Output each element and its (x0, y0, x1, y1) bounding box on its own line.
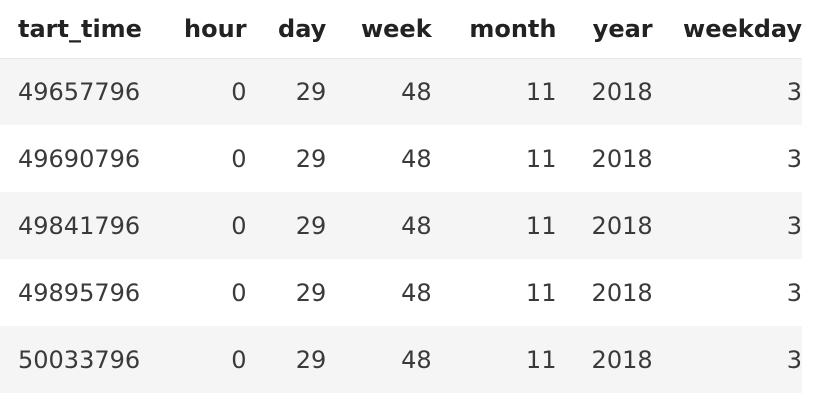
cell-weekday: 3 (786, 345, 802, 374)
table-row: 50033796 0 29 48 11 2018 3 (0, 326, 802, 393)
table-row: 49895796 0 29 48 11 2018 3 (0, 259, 802, 326)
column-header-week: week (326, 0, 432, 59)
header-row: tart_time hour day week month year weekd… (0, 0, 802, 59)
cell-week: 48 (401, 211, 432, 240)
cell-day: 29 (295, 278, 327, 307)
cell-start-time: 50033796 (18, 345, 141, 374)
cell-hour: 0 (231, 278, 247, 307)
cell-start-time: 49690796 (18, 144, 141, 173)
column-header-day: day (246, 0, 327, 59)
cell-week: 48 (401, 278, 432, 307)
table-row: 49690796 0 29 48 11 2018 3 (0, 125, 802, 192)
cell-month: 11 (525, 278, 557, 307)
column-header-weekday: weekday (652, 0, 802, 59)
cell-start-time: 49895796 (18, 278, 141, 307)
column-header-hour: hour (148, 0, 247, 59)
cell-year: 2018 (591, 211, 653, 240)
cell-day: 29 (295, 345, 327, 374)
dataframe-table-container: tart_time hour day week month year weekd… (0, 0, 802, 393)
cell-day: 29 (295, 211, 327, 240)
cell-weekday: 3 (786, 278, 802, 307)
cell-month: 11 (525, 211, 557, 240)
cell-year: 2018 (591, 144, 653, 173)
column-header-month: month (431, 0, 557, 59)
cell-start-time: 49841796 (18, 211, 141, 240)
cell-hour: 0 (231, 144, 247, 173)
cell-week: 48 (401, 345, 432, 374)
cell-start-time: 49657796 (18, 77, 141, 106)
dataframe-table: tart_time hour day week month year weekd… (0, 0, 802, 393)
cell-month: 11 (525, 345, 557, 374)
table-header: tart_time hour day week month year weekd… (0, 0, 802, 59)
column-header-year: year (556, 0, 653, 59)
cell-weekday: 3 (786, 144, 802, 173)
column-header-start-time: tart_time (0, 0, 149, 59)
cell-day: 29 (295, 77, 327, 106)
cell-week: 48 (401, 77, 432, 106)
cell-year: 2018 (591, 77, 653, 106)
table-row: 49657796 0 29 48 11 2018 3 (0, 58, 802, 125)
cell-year: 2018 (591, 278, 653, 307)
table-row: 49841796 0 29 48 11 2018 3 (0, 192, 802, 259)
cell-year: 2018 (591, 345, 653, 374)
cell-hour: 0 (231, 211, 247, 240)
cell-hour: 0 (231, 77, 247, 106)
cell-day: 29 (295, 144, 327, 173)
table-body: 49657796 0 29 48 11 2018 3 49690796 0 29… (0, 58, 802, 393)
cell-month: 11 (525, 144, 557, 173)
cell-hour: 0 (231, 345, 247, 374)
cell-weekday: 3 (786, 77, 802, 106)
cell-month: 11 (525, 77, 557, 106)
cell-week: 48 (401, 144, 432, 173)
cell-weekday: 3 (786, 211, 802, 240)
